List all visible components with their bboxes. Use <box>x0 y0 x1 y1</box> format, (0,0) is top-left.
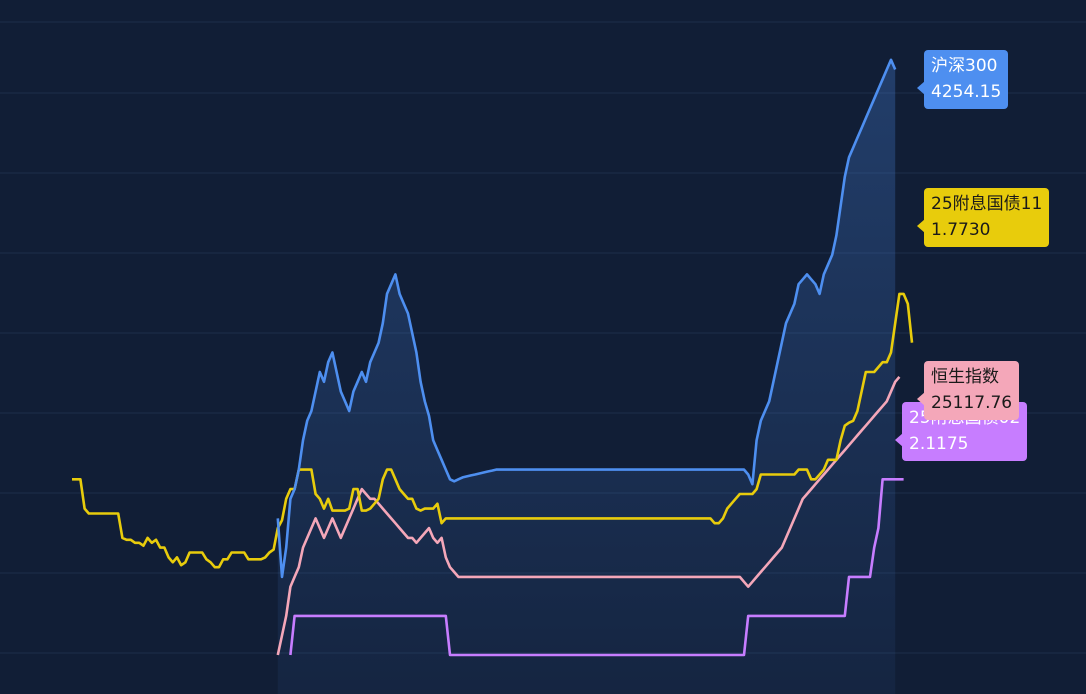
label-bond11-value: 1.7730 <box>931 220 991 240</box>
series-line-bond11 <box>72 292 914 569</box>
hs300-area-fill <box>277 59 896 694</box>
series-line-bond02 <box>289 478 904 657</box>
label-hsi-name: 恒生指数 <box>931 367 999 387</box>
label-hsi: 恒生指数 25117.76 <box>917 361 1020 420</box>
hs300-area <box>277 59 896 694</box>
label-hsi-value: 25117.76 <box>931 393 1013 413</box>
label-hs300-name: 沪深300 <box>931 56 998 76</box>
series-line-hsi <box>276 376 901 656</box>
label-bond02-value: 2.1175 <box>909 434 969 454</box>
label-bond11-name: 25附息国债11 <box>931 194 1043 214</box>
label-hs300: 沪深300 4254.15 <box>917 50 1009 109</box>
label-bond11: 25附息国债11 1.7730 <box>917 188 1050 247</box>
series-line-hs300 <box>276 58 897 579</box>
series-lines <box>72 58 914 657</box>
label-hs300-value: 4254.15 <box>931 82 1002 102</box>
